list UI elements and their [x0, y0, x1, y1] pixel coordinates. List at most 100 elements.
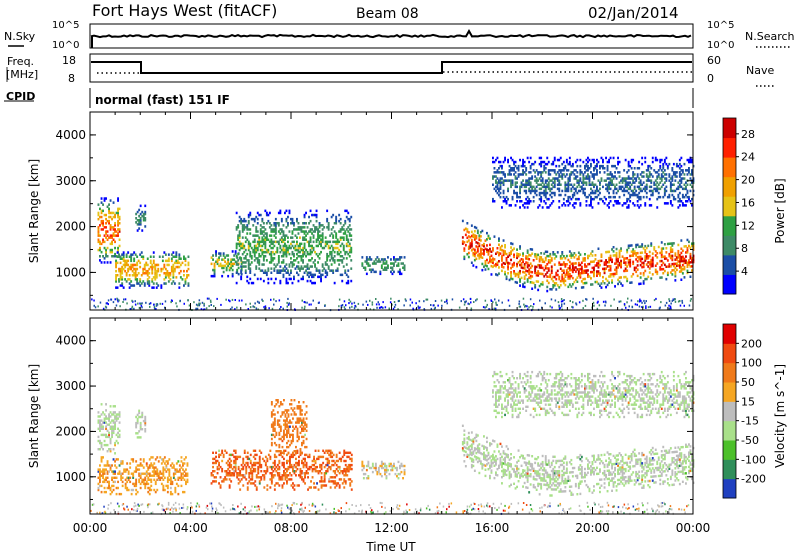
echo-cell: [114, 405, 116, 408]
echo-cell: [516, 193, 518, 197]
echo-cell: [570, 262, 573, 266]
echo-cell: [374, 270, 377, 274]
echo-cell: [463, 247, 466, 250]
echo-cell: [686, 263, 689, 266]
echo-cell: [632, 202, 635, 205]
echo-cell: [541, 283, 544, 286]
echo-cell: [166, 478, 169, 481]
echo-cell: [662, 195, 665, 199]
noise-cell: [133, 509, 135, 512]
noise-cell: [672, 299, 675, 301]
echo-cell: [528, 202, 531, 205]
echo-cell: [156, 472, 159, 475]
echo-cell: [562, 279, 565, 283]
echo-cell: [688, 160, 690, 164]
echo-cell: [544, 258, 547, 262]
echo-cell: [265, 250, 268, 254]
echo-cell: [594, 167, 597, 170]
echo-cell: [157, 269, 160, 273]
echo-cell: [175, 276, 178, 279]
echo-cell: [291, 281, 294, 285]
echo-cell: [504, 175, 506, 178]
echo-cell: [296, 228, 298, 231]
echo-cell: [561, 251, 564, 254]
echo-cell: [117, 234, 119, 237]
noise-cell: [419, 306, 421, 309]
echo-cell: [501, 259, 503, 262]
echo-cell: [403, 266, 406, 269]
echo-cell: [484, 239, 487, 242]
noise-cell: [118, 299, 120, 302]
noise-cell: [262, 300, 264, 302]
echo-cell: [579, 164, 582, 168]
echo-cell: [523, 285, 526, 289]
echo-cell: [212, 268, 214, 272]
echo-cell: [139, 261, 142, 265]
echo-cell: [306, 263, 309, 266]
echo-cell: [133, 257, 136, 260]
echo-cell: [324, 244, 327, 248]
echo-cell: [312, 281, 315, 285]
echo-cell: [238, 242, 241, 246]
echo-cell: [546, 254, 549, 258]
echo-cell: [273, 240, 276, 244]
echo-cell: [499, 187, 502, 191]
noise-cell: [647, 306, 650, 309]
echo-cell: [502, 181, 505, 184]
echo-cell: [106, 464, 109, 467]
echo-cell: [330, 232, 333, 235]
echo-cell: [291, 244, 294, 248]
echo-cell: [99, 429, 101, 432]
echo-cell: [611, 258, 613, 261]
echo-cell: [308, 271, 310, 274]
echo-cell: [629, 244, 632, 247]
echo-cell: [224, 260, 227, 263]
echo-cell: [249, 244, 252, 248]
noise-cell: [188, 304, 191, 307]
echo-cell: [297, 226, 300, 229]
echo-cell: [573, 173, 576, 176]
noise-cell: [484, 299, 487, 302]
echo-cell: [567, 258, 570, 262]
noise-cell: [630, 299, 633, 302]
echo-cell: [516, 273, 518, 276]
noise-cell: [229, 308, 232, 311]
echo-cell: [579, 177, 582, 180]
echo-cell: [279, 232, 282, 235]
echo-cell: [164, 259, 167, 263]
echo-cell: [262, 250, 265, 254]
echo-cell: [320, 234, 322, 237]
echo-cell: [166, 476, 169, 479]
echo-cell: [568, 162, 571, 166]
echo-cell: [609, 187, 612, 191]
echo-cell: [105, 230, 107, 233]
noise-cell: [238, 512, 241, 515]
echo-cell: [282, 269, 285, 272]
echo-cell: [645, 257, 648, 260]
noise-cell: [133, 307, 135, 310]
noise-cell: [379, 501, 382, 504]
echo-cell: [105, 435, 107, 439]
echo-cell: [609, 254, 612, 258]
echo-cell: [109, 441, 112, 445]
echo-cell: [659, 276, 662, 279]
echo-cell: [143, 265, 146, 269]
echo-cell: [609, 273, 612, 276]
noise-cell: [195, 303, 198, 306]
echo-cell: [285, 263, 288, 266]
echo-cell: [169, 278, 172, 281]
noise-cell: [117, 511, 120, 514]
echo-cell: [246, 275, 249, 279]
echo-cell: [345, 281, 348, 285]
echo-cell: [672, 195, 675, 199]
echo-cell: [305, 211, 307, 215]
echo-cell: [115, 419, 118, 422]
echo-cell: [387, 256, 389, 259]
echo-cell: [153, 468, 156, 471]
echo-cell: [291, 263, 294, 266]
echo-cell: [627, 164, 630, 168]
echo-cell: [235, 226, 238, 229]
echo-cell: [302, 261, 304, 264]
noise-cell: [147, 503, 150, 506]
